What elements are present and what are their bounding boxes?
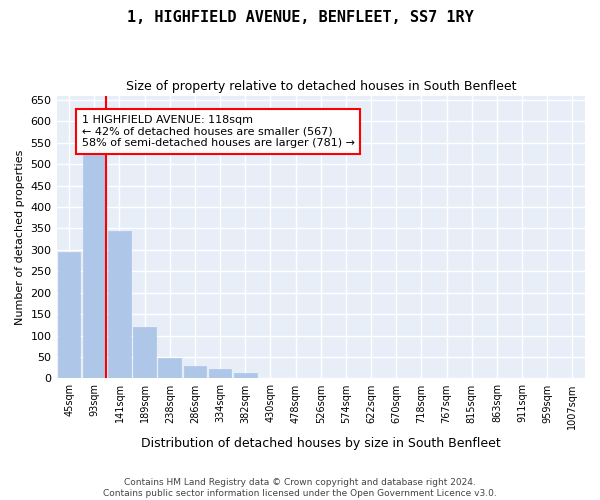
Text: 1, HIGHFIELD AVENUE, BENFLEET, SS7 1RY: 1, HIGHFIELD AVENUE, BENFLEET, SS7 1RY <box>127 10 473 25</box>
Y-axis label: Number of detached properties: Number of detached properties <box>15 150 25 324</box>
Title: Size of property relative to detached houses in South Benfleet: Size of property relative to detached ho… <box>125 80 516 93</box>
Bar <box>58 252 80 378</box>
Bar <box>133 327 156 378</box>
Text: 1 HIGHFIELD AVENUE: 118sqm
← 42% of detached houses are smaller (567)
58% of sem: 1 HIGHFIELD AVENUE: 118sqm ← 42% of deta… <box>82 115 355 148</box>
Text: Contains HM Land Registry data © Crown copyright and database right 2024.
Contai: Contains HM Land Registry data © Crown c… <box>103 478 497 498</box>
Bar <box>209 369 232 378</box>
Bar <box>83 152 106 378</box>
Bar <box>184 366 206 378</box>
X-axis label: Distribution of detached houses by size in South Benfleet: Distribution of detached houses by size … <box>141 437 500 450</box>
Bar <box>234 374 257 378</box>
Bar <box>108 230 131 378</box>
Bar <box>158 358 181 378</box>
